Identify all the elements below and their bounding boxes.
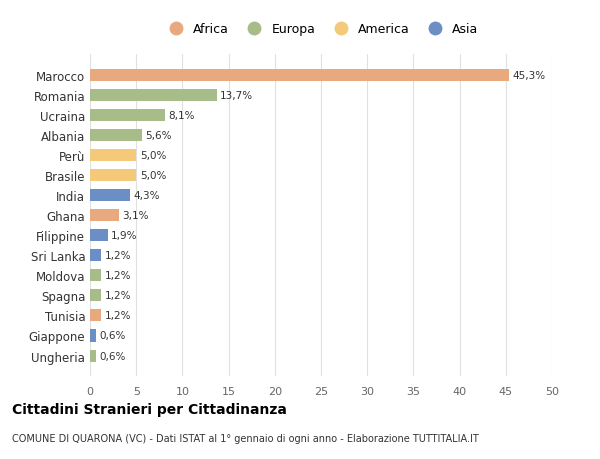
Text: 1,2%: 1,2% bbox=[105, 251, 131, 261]
Text: 13,7%: 13,7% bbox=[220, 91, 253, 101]
Text: Cittadini Stranieri per Cittadinanza: Cittadini Stranieri per Cittadinanza bbox=[12, 402, 287, 416]
Bar bbox=[90, 70, 509, 82]
Bar bbox=[90, 210, 119, 222]
Bar bbox=[90, 270, 101, 282]
Bar bbox=[90, 350, 95, 362]
Bar bbox=[90, 190, 130, 202]
Bar bbox=[90, 250, 101, 262]
Legend: Africa, Europa, America, Asia: Africa, Europa, America, Asia bbox=[160, 20, 482, 40]
Text: 0,6%: 0,6% bbox=[99, 351, 125, 361]
Text: 5,0%: 5,0% bbox=[140, 171, 166, 181]
Text: 1,9%: 1,9% bbox=[111, 231, 138, 241]
Text: COMUNE DI QUARONA (VC) - Dati ISTAT al 1° gennaio di ogni anno - Elaborazione TU: COMUNE DI QUARONA (VC) - Dati ISTAT al 1… bbox=[12, 433, 479, 442]
Text: 3,1%: 3,1% bbox=[122, 211, 149, 221]
Bar bbox=[90, 310, 101, 322]
Text: 0,6%: 0,6% bbox=[99, 331, 125, 341]
Bar bbox=[90, 130, 142, 142]
Bar bbox=[90, 110, 165, 122]
Bar bbox=[90, 90, 217, 102]
Text: 8,1%: 8,1% bbox=[169, 111, 195, 121]
Text: 45,3%: 45,3% bbox=[512, 71, 545, 81]
Text: 1,2%: 1,2% bbox=[105, 291, 131, 301]
Bar bbox=[90, 170, 136, 182]
Bar bbox=[90, 150, 136, 162]
Bar bbox=[90, 230, 107, 242]
Text: 1,2%: 1,2% bbox=[105, 271, 131, 281]
Bar bbox=[90, 290, 101, 302]
Text: 5,6%: 5,6% bbox=[145, 131, 172, 141]
Text: 4,3%: 4,3% bbox=[133, 191, 160, 201]
Text: 1,2%: 1,2% bbox=[105, 311, 131, 321]
Text: 5,0%: 5,0% bbox=[140, 151, 166, 161]
Bar bbox=[90, 330, 95, 342]
